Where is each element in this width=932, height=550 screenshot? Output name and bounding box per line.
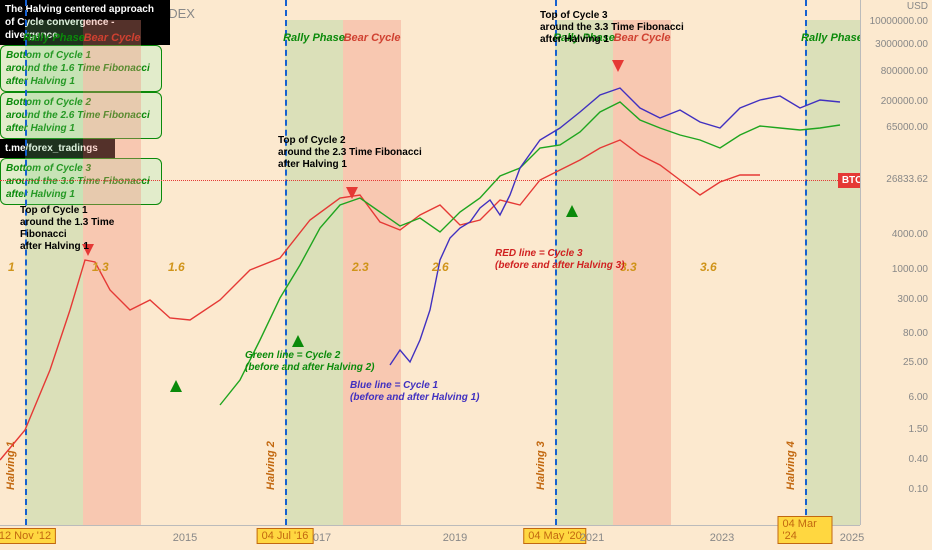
x-axis: 12 Nov '12 2015 04 Jul '16017 2019 04 May '2… — [0, 525, 860, 550]
price-lines — [0, 0, 860, 525]
y-axis: USD 10000000.00 3000000.00 800000.00 200000.… — [860, 0, 932, 525]
y-tick: 25.00 — [903, 357, 928, 368]
fibonacci-number: 2.3 — [352, 260, 369, 274]
btc-chart: Bitcoin / U.S. Dollar, 1W, INDEX Halving… — [0, 0, 932, 550]
x-tick: 017 — [313, 532, 331, 544]
y-tick: 26833.62 — [886, 174, 928, 185]
annotation: Top of Cycle 2around the 2.3 Time Fibona… — [278, 135, 428, 171]
y-tick: 1000.00 — [892, 264, 928, 275]
current-price-line — [0, 180, 932, 181]
x-tick: 2023 — [710, 532, 734, 544]
x-tick: 12 Nov '12 — [0, 528, 56, 544]
y-tick: 800000.00 — [881, 66, 928, 77]
fibonacci-number: 1 — [8, 260, 15, 274]
red-line — [0, 140, 760, 460]
y-tick: USD — [907, 1, 928, 12]
y-tick: 0.40 — [909, 454, 928, 465]
x-tick: 2019 — [443, 532, 467, 544]
y-tick: 10000000.00 — [870, 16, 928, 27]
annotation: Top of Cycle 1around the 1.3 Time Fibona… — [20, 205, 160, 253]
plot-area[interactable]: Halving 1Halving 2Halving 3Halving 4 Ral… — [0, 0, 860, 525]
annotation: Top of Cycle 3around the 3.3 Time Fibona… — [540, 10, 700, 46]
annotation: Blue line = Cycle 1(before and after Hal… — [350, 380, 510, 404]
annotation: RED line = Cycle 3(before and after Halv… — [495, 248, 655, 272]
y-tick: 4000.00 — [892, 229, 928, 240]
y-tick: 1.50 — [909, 424, 928, 435]
green-arrow-up — [170, 380, 182, 392]
red-arrow-down — [346, 187, 358, 199]
y-tick: 65000.00 — [886, 122, 928, 133]
x-tick: 2021 — [580, 532, 604, 544]
green-arrow-up — [292, 335, 304, 347]
fibonacci-number: 1.6 — [168, 260, 185, 274]
x-tick: 2025 — [840, 532, 864, 544]
y-tick: 6.00 — [909, 392, 928, 403]
blue-line — [390, 88, 840, 365]
fibonacci-number: 3.6 — [700, 260, 717, 274]
x-tick: 04 Mar '24 — [778, 516, 833, 544]
x-tick: 04 Jul '16 — [257, 528, 314, 544]
y-tick: 3000000.00 — [875, 39, 928, 50]
fibonacci-number: 2.6 — [432, 260, 449, 274]
green-arrow-up — [566, 205, 578, 217]
y-tick: 0.10 — [909, 484, 928, 495]
x-tick: 04 May '20 — [523, 528, 586, 544]
fibonacci-number: 1.3 — [92, 260, 109, 274]
x-tick: 2015 — [173, 532, 197, 544]
y-tick: 80.00 — [903, 328, 928, 339]
red-arrow-down — [612, 60, 624, 72]
annotation: Green line = Cycle 2(before and after Ha… — [245, 350, 405, 374]
y-tick: 300.00 — [897, 294, 928, 305]
y-tick: 200000.00 — [881, 96, 928, 107]
